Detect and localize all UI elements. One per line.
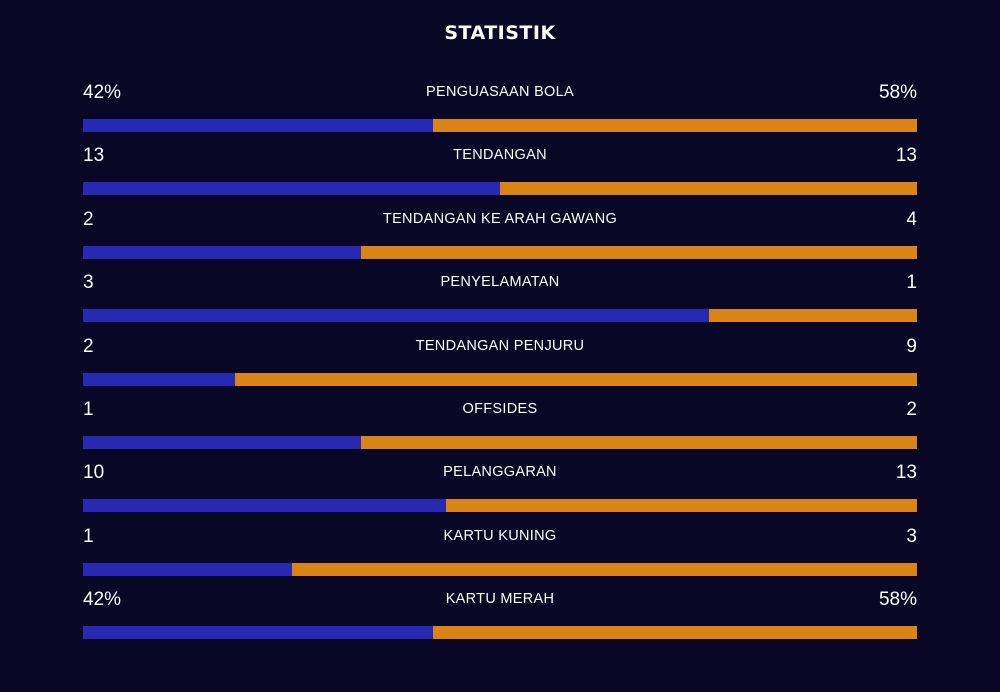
away-bar-fill [291, 562, 917, 576]
away-value: 13 [895, 462, 917, 484]
stat-row-offsides: 1 OFFSIDES 2 [83, 397, 917, 460]
home-value: 3 [83, 272, 94, 294]
stat-header: 1 OFFSIDES 2 [83, 397, 917, 424]
comparison-bar [83, 372, 917, 386]
away-value: 1 [906, 272, 917, 294]
comparison-bar [83, 182, 917, 196]
stat-label: PENYELAMATAN [440, 274, 560, 291]
away-bar-fill [445, 499, 917, 513]
stat-label: TENDANGAN PENJURU [415, 337, 585, 354]
stats-list: 42% PENGUASAAN BOLA 58% 13 TENDANGAN 13 … [83, 80, 917, 651]
stat-row-fouls: 10 PELANGGARAN 13 [83, 460, 917, 523]
stat-header: 42% KARTU MERAH 58% [83, 587, 917, 614]
stat-header: 13 TENDANGAN 13 [83, 143, 917, 170]
home-bar-fill [83, 626, 434, 640]
stat-header: 42% PENGUASAAN BOLA 58% [83, 80, 917, 107]
away-bar-fill [708, 309, 917, 323]
stat-header: 10 PELANGGARAN 13 [83, 460, 917, 487]
away-bar-fill [234, 372, 917, 386]
comparison-bar [83, 309, 917, 323]
home-bar-fill [83, 372, 235, 386]
home-value: 42% [83, 589, 122, 611]
away-bar-fill [433, 119, 917, 132]
stat-row-saves: 3 PENYELAMATAN 1 [83, 270, 917, 333]
away-value: 13 [895, 145, 917, 167]
home-value: 42% [83, 82, 122, 103]
away-bar-fill [500, 182, 917, 196]
home-bar-fill [83, 119, 434, 132]
stat-header: 2 TENDANGAN PENJURU 9 [83, 334, 917, 361]
stat-header: 2 TENDANGAN KE ARAH GAWANG 4 [83, 207, 917, 234]
comparison-bar [83, 626, 917, 640]
stat-row-possession: 42% PENGUASAAN BOLA 58% [83, 80, 917, 143]
away-bar-fill [360, 245, 917, 259]
home-bar-fill [83, 435, 361, 449]
stat-label: TENDANGAN [453, 147, 547, 164]
stat-row-red-cards: 42% KARTU MERAH 58% [83, 587, 917, 650]
home-value: 10 [83, 462, 105, 484]
comparison-bar [83, 499, 917, 513]
away-value: 3 [906, 525, 917, 547]
away-bar-fill [433, 626, 917, 640]
stat-label: TENDANGAN KE ARAH GAWANG [382, 210, 618, 227]
stat-label: KARTU MERAH [445, 591, 555, 608]
comparison-bar [83, 562, 917, 576]
stat-label: PELANGGARAN [443, 464, 557, 481]
home-value: 1 [83, 398, 94, 420]
comparison-bar [83, 245, 917, 259]
comparison-bar [83, 435, 917, 449]
stat-label: PENGUASAAN BOLA [426, 84, 574, 100]
home-value: 2 [83, 335, 94, 357]
stat-row-shots-on-target: 2 TENDANGAN KE ARAH GAWANG 4 [83, 207, 917, 270]
home-bar-fill [83, 562, 292, 576]
stat-row-yellow-cards: 1 KARTU KUNING 3 [83, 524, 917, 587]
home-value: 2 [83, 208, 94, 230]
home-bar-fill [83, 182, 500, 196]
away-value: 58% [878, 82, 917, 103]
comparison-bar [83, 119, 917, 132]
stat-label: KARTU KUNING [443, 527, 557, 544]
stat-header: 3 PENYELAMATAN 1 [83, 270, 917, 297]
stat-label: OFFSIDES [462, 400, 538, 417]
away-value: 2 [906, 398, 917, 420]
home-bar-fill [83, 245, 361, 259]
home-value: 1 [83, 525, 94, 547]
away-value: 4 [906, 208, 917, 230]
home-value: 13 [83, 145, 105, 167]
away-value: 58% [878, 589, 917, 611]
away-bar-fill [360, 435, 917, 449]
away-value: 9 [906, 335, 917, 357]
section-title: STATISTIK [444, 22, 556, 44]
home-bar-fill [83, 499, 446, 513]
stat-row-shots: 13 TENDANGAN 13 [83, 143, 917, 206]
stat-header: 1 KARTU KUNING 3 [83, 524, 917, 551]
home-bar-fill [83, 309, 709, 323]
stat-row-corners: 2 TENDANGAN PENJURU 9 [83, 334, 917, 397]
